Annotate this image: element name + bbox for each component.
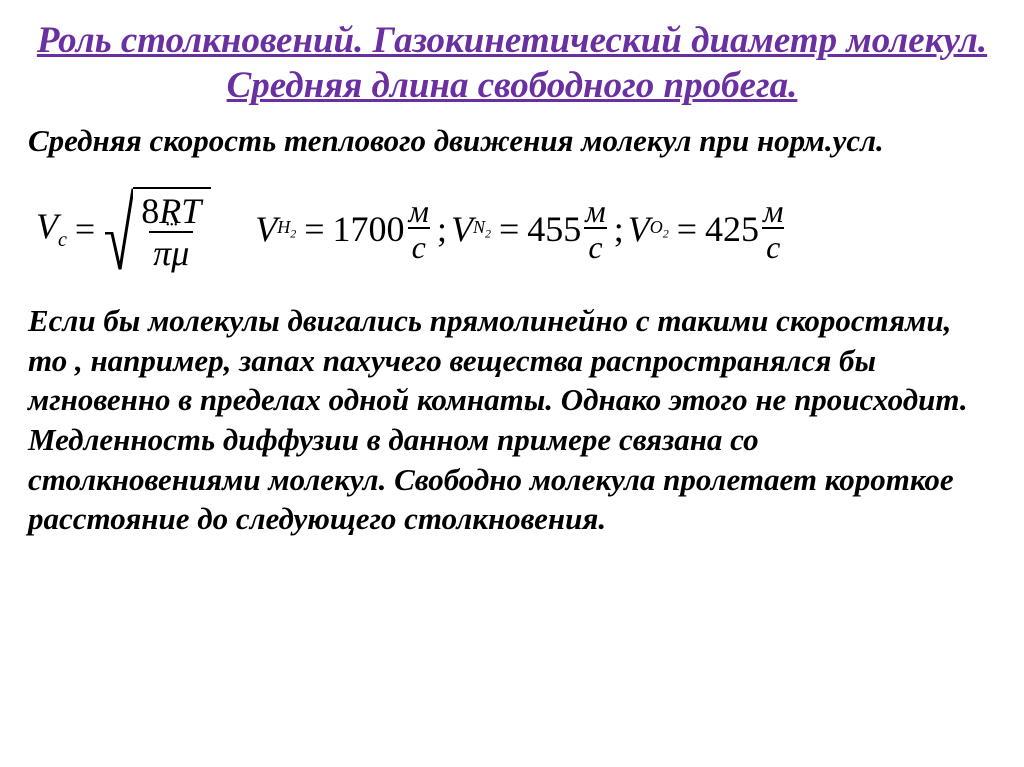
value: 425 bbox=[705, 208, 759, 250]
sqrt-sign-icon bbox=[103, 187, 133, 271]
unit-num: м bbox=[581, 195, 609, 227]
equals-sign: = bbox=[304, 208, 324, 250]
unit-den: с bbox=[762, 227, 784, 263]
formula-var: V bbox=[36, 206, 58, 246]
equals-sign: = bbox=[677, 208, 697, 250]
value: 455 bbox=[527, 208, 581, 250]
unit-den: с bbox=[584, 227, 606, 263]
unit-num: м bbox=[405, 195, 433, 227]
var-v: V bbox=[628, 208, 650, 250]
speed-h2: VH2 = 1700 м с bbox=[255, 195, 433, 263]
unit-den: с bbox=[408, 227, 430, 263]
sub-o: O bbox=[650, 217, 663, 237]
formula-row: Vc = 8RT πμ bbox=[36, 169, 996, 289]
sub-2: 2 bbox=[663, 226, 669, 240]
formula-lhs: Vc bbox=[36, 205, 67, 252]
unit-fraction: м с bbox=[759, 195, 787, 263]
mu-symbol: μ bbox=[171, 233, 189, 273]
unit-fraction: м с bbox=[405, 195, 433, 263]
speed-values: VH2 = 1700 м с ; VN2 = 455 м с ; V bbox=[255, 195, 787, 263]
unit-num: м bbox=[759, 195, 787, 227]
sqrt: 8RT πμ bbox=[103, 187, 211, 271]
formula-sub: c bbox=[58, 230, 67, 252]
sub-h: H bbox=[277, 217, 290, 237]
slide-title: Роль столкновений. Газокинетический диам… bbox=[28, 18, 996, 108]
subtitle: Средняя скорость теплового движения моле… bbox=[28, 122, 996, 161]
body-paragraph: Если бы молекулы двигались прямолинейно … bbox=[28, 301, 996, 539]
denominator: πμ bbox=[149, 231, 193, 271]
separator: ; bbox=[437, 208, 447, 250]
fraction: 8RT πμ bbox=[137, 193, 205, 271]
unit-fraction: м с bbox=[581, 195, 609, 263]
sub-2: 2 bbox=[485, 226, 491, 240]
pi-symbol: π bbox=[153, 233, 171, 273]
separator: ; bbox=[614, 208, 624, 250]
sub-2: 2 bbox=[290, 226, 296, 240]
formula-vc: Vc = 8RT πμ bbox=[36, 187, 211, 271]
slide: Роль столкновений. Газокинетический диам… bbox=[0, 0, 1024, 767]
var-v: V bbox=[451, 208, 473, 250]
sub-n: N bbox=[473, 217, 485, 237]
var-v: V bbox=[255, 208, 277, 250]
speed-o2: VO2 = 425 м с bbox=[628, 195, 788, 263]
speed-n2: VN2 = 455 м с bbox=[451, 195, 610, 263]
equals-sign: = bbox=[499, 208, 519, 250]
equals-sign: = bbox=[75, 208, 95, 250]
sqrt-body: 8RT πμ bbox=[133, 187, 211, 271]
value: 1700 bbox=[333, 208, 405, 250]
